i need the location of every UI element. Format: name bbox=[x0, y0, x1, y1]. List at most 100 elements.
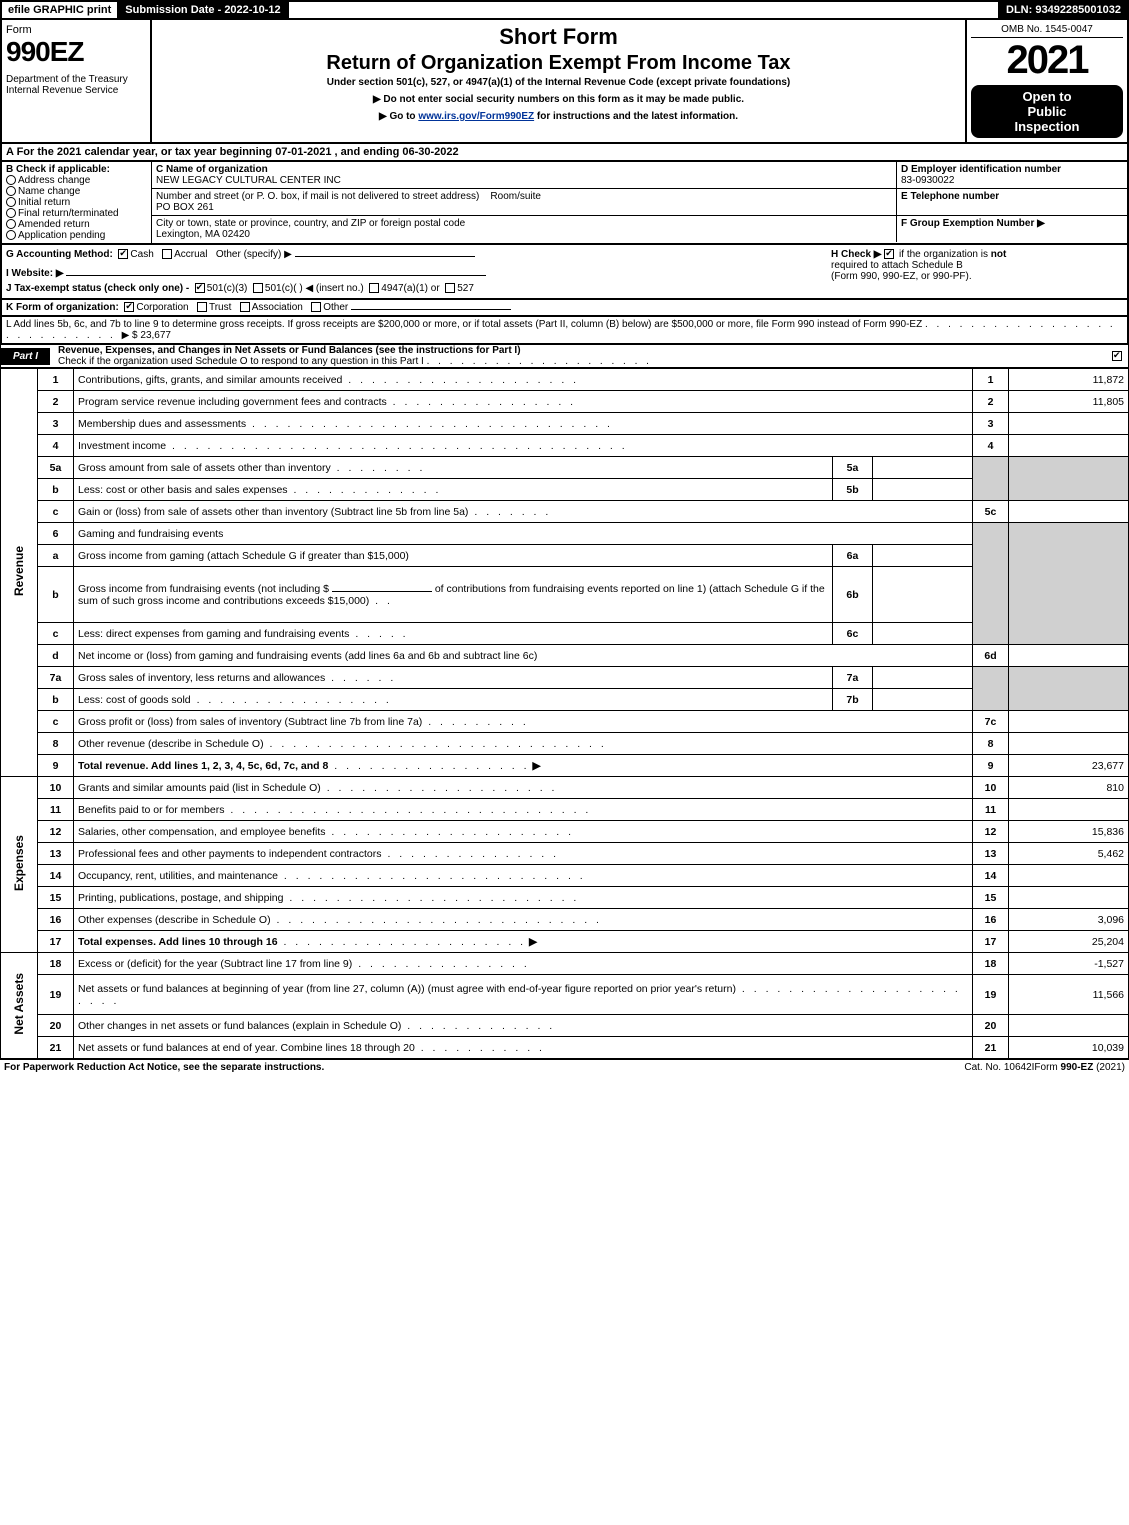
website-line[interactable] bbox=[66, 275, 486, 276]
k-other: Other bbox=[323, 302, 348, 313]
chk-527[interactable] bbox=[445, 283, 455, 293]
l11-d: Benefits paid to or for members . . . . … bbox=[74, 799, 973, 821]
tax-year: 2021 bbox=[971, 38, 1123, 83]
j-501c3: 501(c)(3) bbox=[207, 283, 248, 294]
f-label: F Group Exemption Number ▶ bbox=[901, 218, 1045, 229]
chk-cash[interactable] bbox=[118, 249, 128, 259]
l20-n: 20 bbox=[38, 1015, 74, 1037]
chk-pending[interactable] bbox=[6, 230, 16, 240]
l2-d: Program service revenue including govern… bbox=[74, 391, 973, 413]
vlabel-expenses-text: Expenses bbox=[12, 835, 26, 891]
l6-grey-v bbox=[1009, 523, 1129, 645]
form-subtitle: Under section 501(c), 527, or 4947(a)(1)… bbox=[160, 77, 957, 88]
l9-n: 9 bbox=[38, 755, 74, 777]
org-name: NEW LEGACY CULTURAL CENTER INC bbox=[156, 175, 341, 186]
city: Lexington, MA 02420 bbox=[156, 229, 250, 240]
chk-h[interactable] bbox=[884, 249, 894, 259]
l20-v bbox=[1009, 1015, 1129, 1037]
l14-n: 14 bbox=[38, 865, 74, 887]
arrow-icon-17: ▶ bbox=[529, 936, 537, 948]
chk-address[interactable] bbox=[6, 175, 16, 185]
part-i-title-text: Revenue, Expenses, and Changes in Net As… bbox=[58, 345, 521, 356]
l15-d: Printing, publications, postage, and shi… bbox=[74, 887, 973, 909]
l7c-d: Gross profit or (loss) from sales of inv… bbox=[74, 711, 973, 733]
chk-4947[interactable] bbox=[369, 283, 379, 293]
chk-name[interactable] bbox=[6, 186, 16, 196]
k-label: K Form of organization: bbox=[6, 302, 119, 313]
chk-other[interactable] bbox=[311, 302, 321, 312]
l13-desc: Professional fees and other payments to … bbox=[78, 848, 382, 860]
form-title: Return of Organization Exempt From Incom… bbox=[160, 52, 957, 75]
chk-initial[interactable] bbox=[6, 197, 16, 207]
irs-link[interactable]: www.irs.gov/Form990EZ bbox=[418, 111, 534, 122]
l6b-blank[interactable] bbox=[332, 591, 432, 592]
part-i-check-o bbox=[1112, 351, 1128, 362]
l6c-d: Less: direct expenses from gaming and fu… bbox=[74, 623, 833, 645]
form-header: Form 990EZ Department of the Treasury In… bbox=[0, 20, 1129, 142]
l18-v: -1,527 bbox=[1009, 953, 1129, 975]
j-501c: 501(c)( ) ◀ (insert no.) bbox=[265, 283, 364, 294]
chk-corp[interactable] bbox=[124, 302, 134, 312]
part-i-table: Revenue 1 Contributions, gifts, grants, … bbox=[0, 368, 1129, 1059]
l20-ln: 20 bbox=[973, 1015, 1009, 1037]
l17-d: Total expenses. Add lines 10 through 16 … bbox=[74, 931, 973, 953]
l7c-ln: 7c bbox=[973, 711, 1009, 733]
h-text2: required to attach Schedule B bbox=[831, 260, 963, 271]
l20-d: Other changes in net assets or fund bala… bbox=[74, 1015, 973, 1037]
chk-schedule-o[interactable] bbox=[1112, 351, 1122, 361]
l15-ln: 15 bbox=[973, 887, 1009, 909]
l3-ln: 3 bbox=[973, 413, 1009, 435]
g-accrual: Accrual bbox=[174, 249, 207, 260]
l9-d: Total revenue. Add lines 1, 2, 3, 4, 5c,… bbox=[74, 755, 973, 777]
l5b-d: Less: cost or other basis and sales expe… bbox=[74, 479, 833, 501]
l17-v: 25,204 bbox=[1009, 931, 1129, 953]
l6b-d1: Gross income from fundraising events (no… bbox=[78, 583, 329, 595]
b-label: B Check if applicable: bbox=[6, 164, 147, 175]
l1-v: 11,872 bbox=[1009, 369, 1129, 391]
l7a-d: Gross sales of inventory, less returns a… bbox=[74, 667, 833, 689]
l21-desc: Net assets or fund balances at end of ye… bbox=[78, 1042, 415, 1054]
open2: Public bbox=[975, 104, 1119, 119]
g-other-line[interactable] bbox=[295, 256, 475, 257]
part-i-header: Part I Revenue, Expenses, and Changes in… bbox=[0, 345, 1129, 368]
l5a-sv bbox=[873, 457, 973, 479]
chk-trust[interactable] bbox=[197, 302, 207, 312]
l6c-sv bbox=[873, 623, 973, 645]
row-l: L Add lines 5b, 6c, and 7b to line 9 to … bbox=[0, 315, 1129, 345]
l6a-n: a bbox=[38, 545, 74, 567]
l21-n: 21 bbox=[38, 1037, 74, 1059]
l14-desc: Occupancy, rent, utilities, and maintena… bbox=[78, 870, 278, 882]
chk-amended[interactable] bbox=[6, 219, 16, 229]
chk-accrual[interactable] bbox=[162, 249, 172, 259]
chk-assoc[interactable] bbox=[240, 302, 250, 312]
b-opt-amended: Amended return bbox=[6, 219, 147, 230]
chk-501c[interactable] bbox=[253, 283, 263, 293]
l8-desc: Other revenue (describe in Schedule O) bbox=[78, 738, 264, 750]
b-address: Address change bbox=[18, 175, 90, 186]
l13-v: 5,462 bbox=[1009, 843, 1129, 865]
l5a-sn: 5a bbox=[833, 457, 873, 479]
chk-501c3[interactable] bbox=[195, 283, 205, 293]
l13-n: 13 bbox=[38, 843, 74, 865]
chk-final[interactable] bbox=[6, 208, 16, 218]
l10-desc: Grants and similar amounts paid (list in… bbox=[78, 782, 321, 794]
l7c-v bbox=[1009, 711, 1129, 733]
header-right: OMB No. 1545-0047 2021 Open to Public In… bbox=[967, 20, 1127, 142]
l15-desc: Printing, publications, postage, and shi… bbox=[78, 892, 283, 904]
ghi-right: H Check ▶ if the organization is not req… bbox=[823, 249, 1123, 294]
l20-desc: Other changes in net assets or fund bala… bbox=[78, 1020, 401, 1032]
l4-n: 4 bbox=[38, 435, 74, 457]
l9-ln: 9 bbox=[973, 755, 1009, 777]
l12-ln: 12 bbox=[973, 821, 1009, 843]
l18-n: 18 bbox=[38, 953, 74, 975]
l2-v: 11,805 bbox=[1009, 391, 1129, 413]
l18-ln: 18 bbox=[973, 953, 1009, 975]
l6-d: Gaming and fundraising events bbox=[74, 523, 973, 545]
cell-c-city: City or town, state or province, country… bbox=[152, 216, 897, 242]
k-other-line[interactable] bbox=[351, 309, 511, 310]
l16-v: 3,096 bbox=[1009, 909, 1129, 931]
b-opt-initial: Initial return bbox=[6, 197, 147, 208]
l8-d: Other revenue (describe in Schedule O) .… bbox=[74, 733, 973, 755]
footer-right: Form 990-EZ (2021) bbox=[1034, 1062, 1125, 1073]
col-b: B Check if applicable: Address change Na… bbox=[2, 162, 152, 243]
